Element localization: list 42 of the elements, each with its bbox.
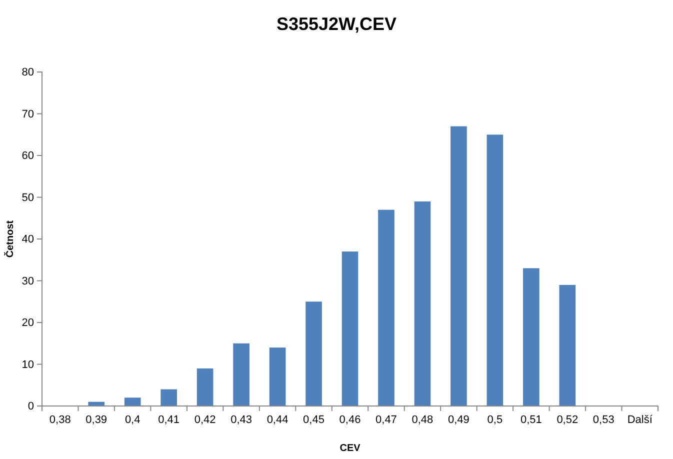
- x-tick-label: 0,46: [339, 414, 361, 426]
- bar: [414, 201, 431, 406]
- x-tick-label: 0,4: [124, 414, 140, 426]
- bar: [378, 210, 394, 406]
- y-tick-label: 50: [22, 192, 34, 204]
- y-tick-label: 10: [22, 358, 34, 371]
- x-tick-label: 0,39: [86, 414, 108, 426]
- bar: [196, 368, 214, 406]
- y-tick-label: 0: [28, 400, 34, 413]
- x-tick-label: 0,44: [266, 414, 288, 426]
- x-tick-label: 0,51: [520, 414, 542, 426]
- bar: [450, 126, 467, 406]
- x-tick-label: 0,5: [487, 414, 503, 426]
- y-tick-label: 80: [22, 66, 34, 79]
- x-tick-label: 0,45: [303, 414, 324, 426]
- x-tick-label: 0,41: [158, 414, 180, 426]
- x-tick-label: 0,48: [412, 414, 434, 426]
- bar: [269, 348, 286, 406]
- x-tick-label: 0,42: [194, 414, 216, 426]
- x-tick-label: 0,52: [556, 414, 578, 426]
- x-tick-label: 0,47: [376, 414, 397, 426]
- x-tick-label: Další: [627, 414, 654, 426]
- bar: [306, 302, 322, 406]
- y-tick-label: 60: [22, 150, 34, 162]
- x-tick-label: 0,38: [49, 414, 71, 426]
- bar: [233, 343, 250, 406]
- bar: [160, 389, 177, 406]
- y-tick-label: 20: [22, 317, 34, 330]
- x-tick-label: 0,43: [230, 414, 252, 426]
- bar: [124, 398, 141, 406]
- bar: [523, 268, 540, 406]
- y-tick-label: 40: [22, 234, 34, 246]
- x-tick-label: 0,49: [448, 414, 470, 426]
- y-axis-title: Četnost: [4, 220, 16, 258]
- bar: [559, 284, 576, 406]
- y-tick-label: 30: [22, 275, 34, 288]
- bar: [342, 252, 358, 406]
- chart-title: S355J2W,CEV: [276, 14, 397, 34]
- x-tick-label: 0,53: [592, 414, 614, 426]
- bar: [486, 134, 504, 406]
- x-axis-title: CEV: [340, 443, 361, 454]
- y-tick-label: 70: [22, 108, 34, 120]
